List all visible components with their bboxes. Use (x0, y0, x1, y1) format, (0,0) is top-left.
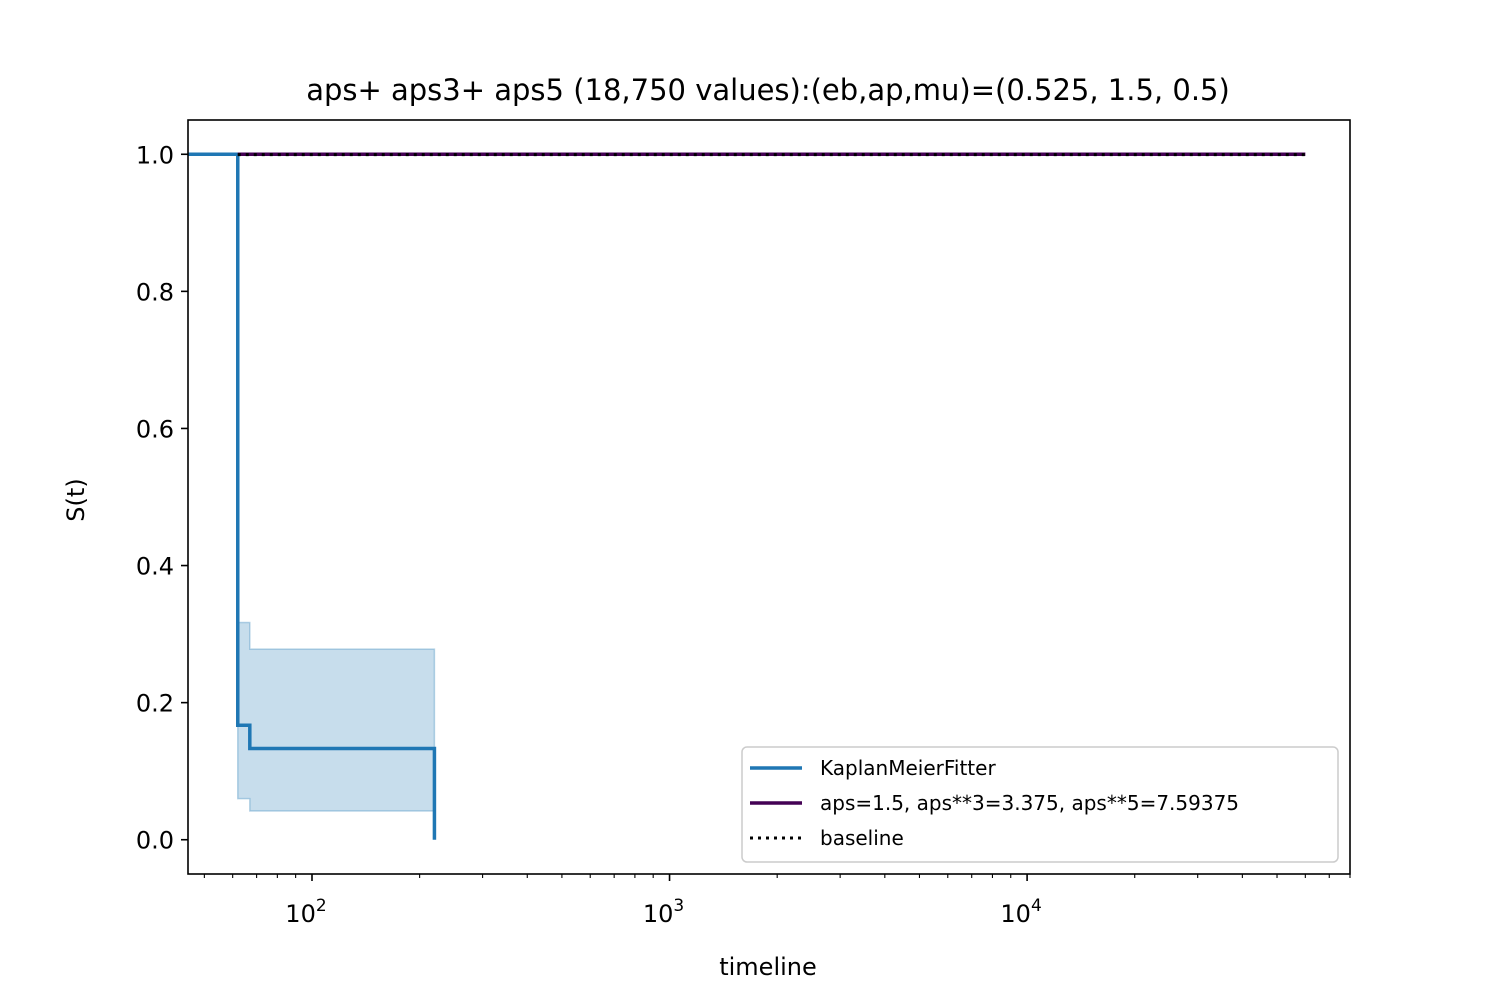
x-tick-label: 102 (285, 896, 326, 928)
x-tick-base: 10 (285, 900, 316, 928)
legend-label: KaplanMeierFitter (820, 756, 996, 780)
y-tick-label: 0.6 (136, 415, 174, 443)
legend-label: baseline (820, 826, 904, 850)
chart-title: aps+ aps3+ aps5 (18,750 values):(eb,ap,m… (306, 73, 1230, 107)
y-tick-label: 0.0 (136, 827, 174, 855)
confidence-band (237, 621, 436, 812)
x-tick-exponent: 2 (316, 896, 327, 916)
y-axis: 0.0 0.2 0.4 0.6 0.8 1.0 (136, 141, 188, 855)
plot-frame (187, 119, 1351, 875)
y-tick-label: 0.4 (136, 553, 174, 581)
series-layer (188, 152, 1306, 840)
legend: KaplanMeierFitter aps=1.5, aps**3=3.375, … (741, 746, 1339, 863)
plot-area (187, 119, 1351, 875)
x-axis: 102 103 104 (203, 874, 1351, 928)
y-axis-label: S(t) (62, 478, 90, 521)
x-tick-exponent: 4 (1031, 896, 1042, 916)
x-tick-label: 104 (1000, 896, 1041, 928)
legend-box (741, 746, 1339, 863)
x-tick-label: 103 (643, 896, 684, 928)
x-tick-exponent: 3 (673, 896, 684, 916)
y-tick-label: 1.0 (136, 141, 174, 169)
legend-label: aps=1.5, aps**3=3.375, aps**5=7.59375 (820, 791, 1239, 815)
y-tick-label: 0.8 (136, 278, 174, 306)
confidence-band-layer (237, 621, 436, 812)
x-axis-label: timeline (719, 953, 817, 981)
x-tick-base: 10 (643, 900, 674, 928)
x-tick-base: 10 (1000, 900, 1031, 928)
y-tick-label: 0.2 (136, 690, 174, 718)
